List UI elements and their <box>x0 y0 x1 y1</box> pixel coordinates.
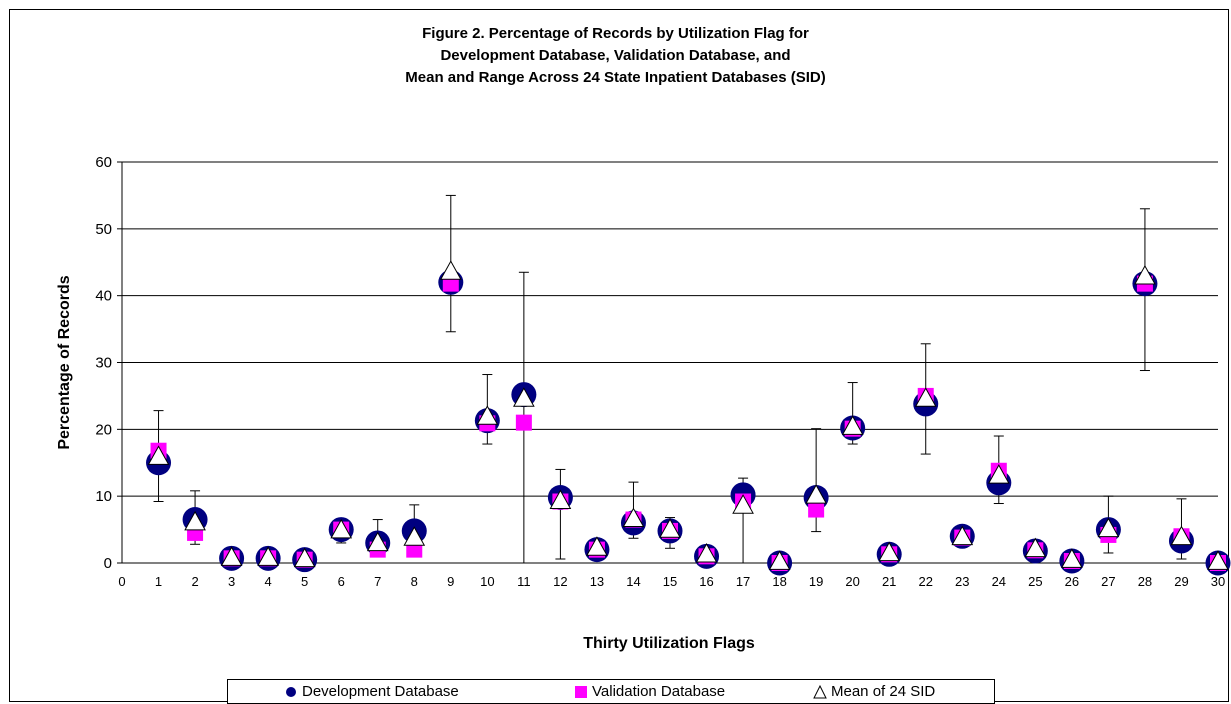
y-tick-label-30: 30 <box>95 355 112 372</box>
legend-item-validation: Validation Database <box>574 683 725 701</box>
y-tick-label-50: 50 <box>95 221 112 238</box>
point-mean-1 <box>147 445 170 465</box>
x-tick-label-13: 13 <box>590 574 604 589</box>
gridlines <box>122 161 1218 497</box>
legend-label-validation: Validation Database <box>592 683 726 700</box>
point-mean-22 <box>914 387 937 407</box>
x-tick-label-20: 20 <box>845 574 859 589</box>
legend: Development Database Validation Database… <box>227 679 995 704</box>
filled-circle-icon <box>286 687 296 698</box>
x-tick-label-24: 24 <box>992 574 1006 589</box>
point-mean-26 <box>1061 548 1083 568</box>
x-tick-label-15: 15 <box>663 574 677 589</box>
point-mean-11 <box>513 387 535 407</box>
chart-title-line-1: Figure 2. Percentage of Records by Utili… <box>422 25 809 42</box>
point-mean-21 <box>878 541 901 562</box>
x-tick-label-8: 8 <box>411 574 418 589</box>
x-tick-label-3: 3 <box>228 574 235 589</box>
x-tick-label-11: 11 <box>517 574 531 589</box>
point-mean-30 <box>1207 550 1229 570</box>
x-tick-label-9: 9 <box>447 574 454 589</box>
point-mean-8 <box>403 526 426 546</box>
point-mean-3 <box>220 546 243 566</box>
legend-item-development: Development Database <box>284 683 459 701</box>
x-tick-label-18: 18 <box>772 574 786 589</box>
chart-title-line-3: Mean and Range Across 24 State Inpatient… <box>405 69 826 86</box>
point-mean-23 <box>951 525 974 546</box>
legend-label-development: Development Database <box>302 683 459 700</box>
x-tick-label-19: 19 <box>809 574 823 589</box>
x-tick-label-28: 28 <box>1138 574 1152 589</box>
x-tick-label-1: 1 <box>155 574 162 589</box>
y-tick-label-40: 40 <box>95 288 112 305</box>
data-points <box>146 260 1231 576</box>
x-tick-label-27: 27 <box>1101 574 1115 589</box>
point-mean-4 <box>257 546 279 566</box>
x-tick-label-4: 4 <box>265 574 272 589</box>
chart-title-line-2: Development Database, Validation Databas… <box>440 47 791 64</box>
point-mean-15 <box>659 518 681 538</box>
x-tick-label-12: 12 <box>553 574 567 589</box>
point-mean-16 <box>695 542 718 563</box>
point-mean-18 <box>768 550 791 570</box>
filled-square-icon <box>575 686 587 699</box>
x-tick-label-30: 30 <box>1211 574 1225 589</box>
x-tick-label-17: 17 <box>736 574 750 589</box>
point-mean-17 <box>732 494 754 514</box>
open-triangle-icon <box>813 685 827 699</box>
point-mean-6 <box>330 518 353 539</box>
y-tick-label-60: 60 <box>95 154 112 171</box>
x-tick-label-21: 21 <box>882 574 896 589</box>
point-mean-13 <box>586 536 608 556</box>
legend-label-mean: Mean of 24 SID <box>831 683 936 700</box>
point-mean-24 <box>987 464 1010 484</box>
point-mean-28 <box>1134 264 1156 285</box>
x-tick-label-22: 22 <box>918 574 932 589</box>
range-bars <box>153 194 1223 564</box>
range-bar-12 <box>555 468 566 560</box>
point-mean-29 <box>1170 525 1193 546</box>
y-tick-label-0: 0 <box>104 555 112 572</box>
y-axis-title: Percentage of Records <box>56 275 73 449</box>
x-tick-label-5: 5 <box>301 574 308 589</box>
point-mean-25 <box>1024 537 1047 558</box>
point-mean-10 <box>476 405 499 425</box>
point-validation-19 <box>808 501 825 518</box>
x-tick-label-14: 14 <box>626 574 640 589</box>
x-tick-label-16: 16 <box>699 574 713 589</box>
x-tick-label-7: 7 <box>374 574 381 589</box>
y-tick-label-20: 20 <box>95 421 112 438</box>
point-validation-11 <box>515 414 532 431</box>
x-tick-label-10: 10 <box>480 574 494 589</box>
x-tick-label-29: 29 <box>1174 574 1188 589</box>
x-tick-label-6: 6 <box>338 574 345 589</box>
point-mean-7 <box>366 531 389 552</box>
point-mean-27 <box>1097 517 1120 538</box>
x-tick-label-26: 26 <box>1065 574 1079 589</box>
x-axis-title: Thirty Utilization Flags <box>583 635 755 652</box>
legend-item-mean: Mean of 24 SID <box>813 683 935 701</box>
point-mean-5 <box>293 547 316 568</box>
point-mean-19 <box>805 484 827 504</box>
point-mean-20 <box>841 415 864 435</box>
point-mean-12 <box>549 489 572 510</box>
x-tick-label-23: 23 <box>955 574 969 589</box>
point-mean-14 <box>622 507 645 528</box>
x-tick-label-2: 2 <box>191 574 198 589</box>
point-mean-2 <box>184 510 206 531</box>
x-tick-label-25: 25 <box>1028 574 1042 589</box>
y-tick-label-10: 10 <box>95 488 112 505</box>
x-tick-label-0: 0 <box>118 574 125 589</box>
point-mean-9 <box>439 260 462 280</box>
